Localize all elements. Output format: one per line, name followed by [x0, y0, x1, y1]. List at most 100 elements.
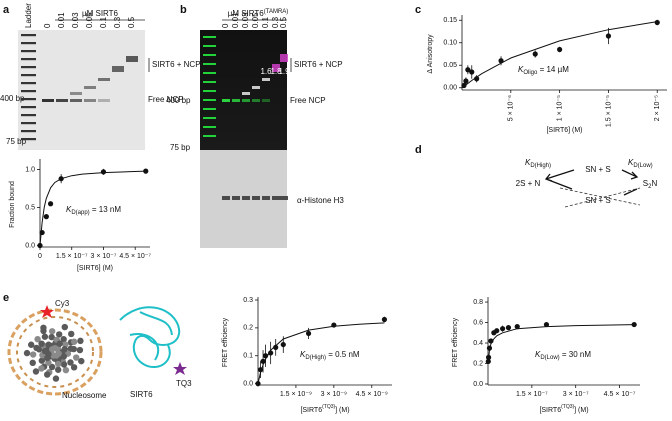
lane-label: 0 [221, 23, 230, 28]
ladder-band [203, 135, 216, 137]
fit-line [39, 170, 146, 246]
fit-line [257, 322, 385, 384]
histone-atom [73, 354, 80, 361]
data-point [532, 51, 538, 57]
histone-atom [38, 357, 46, 364]
x-tick-label: 5 × 10⁻⁶ [508, 95, 515, 121]
ladder-band [21, 74, 36, 77]
k-symbol: K [525, 158, 531, 167]
lane-label: 0.1 [99, 16, 108, 28]
histone-atom [55, 350, 62, 357]
ladder-band [21, 98, 36, 101]
ladder-band [21, 50, 36, 53]
panel-letter: c [415, 4, 421, 16]
histone-atom [41, 333, 49, 340]
data-point [488, 338, 494, 344]
data-point [381, 316, 388, 323]
data-point [260, 358, 266, 364]
free-band [84, 99, 96, 102]
rate-label: KD(Low) [628, 158, 653, 168]
annotation-text: = 13 nM [90, 205, 122, 214]
band-label: Free NCP [290, 96, 326, 105]
complex-band [112, 66, 124, 72]
data-point [43, 214, 49, 220]
ladder-band [21, 90, 36, 93]
y-axis-label: Δ Anisotropy [427, 34, 434, 74]
x-axis-label: [SIRT6] (M) [77, 265, 113, 272]
free-band [222, 99, 230, 102]
data-point [461, 82, 467, 89]
x-tick-label: 3 × 10⁻⁷ [91, 253, 117, 260]
complex-band [70, 92, 82, 95]
ladder-band [21, 82, 36, 85]
histone-atom [70, 338, 78, 345]
lane-label: 0.1 [261, 16, 270, 28]
free-band [70, 99, 82, 102]
complex-band [252, 86, 260, 89]
x-tick-label: 3 × 10⁻⁷ [563, 391, 589, 398]
marker-label: 75 bp [6, 137, 27, 146]
ladder-band [203, 108, 216, 110]
band-label: Free NCP [148, 95, 184, 104]
marker-label: 400 bp [166, 96, 191, 105]
complex-band [242, 92, 250, 95]
histone-atom [48, 333, 55, 341]
data-point [474, 76, 480, 82]
label-part: [SIRT6 [539, 407, 561, 414]
data-point [654, 19, 660, 26]
ratio-label: 1.9 [278, 67, 290, 76]
lane-label: 0.01 [57, 12, 66, 28]
dashed-line [559, 187, 641, 206]
data-point [331, 322, 337, 328]
ladder-label: Ladder [24, 3, 33, 28]
k-symbol: K [518, 65, 524, 74]
lane-label: 0.3 [271, 16, 280, 28]
histone-atom [55, 331, 63, 338]
x-tick-label: 1.5 × 10⁻⁷ [56, 253, 88, 260]
rate-label: KD(High) [525, 158, 551, 168]
histone-atom [70, 345, 77, 353]
x-tick-label: 4.5 × 10⁻⁷ [119, 253, 151, 260]
data-point [465, 67, 471, 73]
ratio-label: 1.8 [270, 67, 282, 76]
histone-atom [23, 349, 31, 357]
histone-band [232, 196, 240, 200]
lane-label: 0.5 [279, 16, 288, 28]
histone-atom [56, 340, 63, 347]
data-point [143, 168, 149, 174]
y-tick-label: 0.8 [473, 299, 483, 306]
y-axis-label: FRET efficiency [452, 317, 459, 367]
histone-atom [67, 359, 74, 366]
free-band [252, 99, 260, 102]
ladder-band [203, 54, 216, 56]
data-point [257, 367, 264, 373]
cy3-star [40, 305, 54, 318]
complex-band [126, 56, 138, 62]
histone-atom [55, 360, 62, 368]
histone-atom [34, 335, 41, 343]
ladder-band [21, 122, 36, 125]
lane-label: 0.05 [251, 12, 260, 28]
histone-atom [44, 371, 51, 378]
k-symbol: K [628, 158, 634, 167]
ladder-band [203, 45, 216, 47]
ladder-band [203, 90, 216, 92]
species-part: N [651, 179, 657, 188]
x-tick-label: 1.5 × 10⁻⁹ [280, 391, 312, 398]
chart: 0.0 0.1 0.2 0.3 1.5 × 10⁻⁹ 3 × 10⁻⁹ 4.5 × 10⁻⁹… [222, 297, 392, 414]
y-tick-label: 0.0 [25, 242, 35, 249]
panel-letter: d [415, 144, 422, 156]
histone-atom [78, 357, 85, 365]
sirt6-structure: SIRT6 TQ3 [119, 306, 192, 399]
x-tick-label: 0 [38, 253, 42, 260]
histone-atom [27, 341, 35, 348]
data-point [273, 344, 279, 350]
ladder-band [21, 130, 36, 133]
free-band [56, 99, 68, 102]
histone-band [242, 196, 250, 200]
y-axis-label: FRET efficiency [222, 317, 229, 367]
panel-letter: b [180, 4, 187, 16]
ladder-band [21, 114, 36, 117]
data-point [280, 341, 286, 348]
gel-header: µM SIRT6(TAMRA) [228, 9, 289, 19]
